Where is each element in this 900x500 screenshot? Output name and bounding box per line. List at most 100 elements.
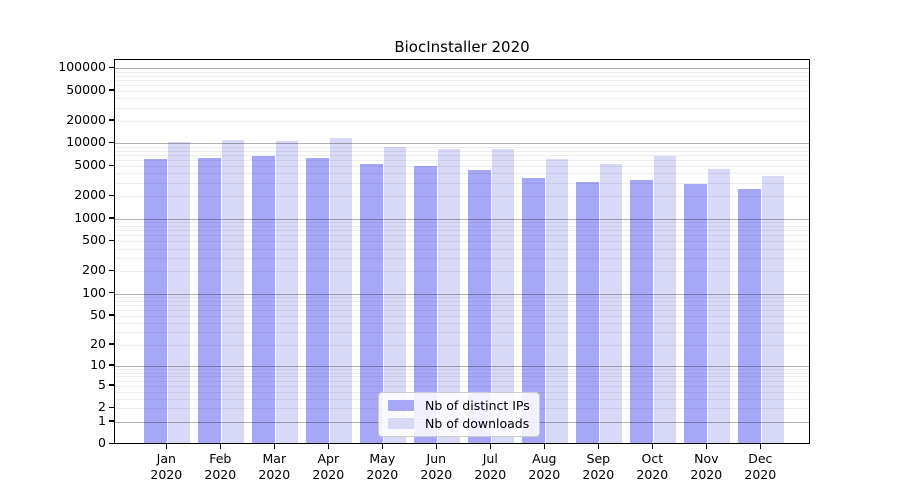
x-tick [435, 444, 438, 449]
bar-downloads-sep [599, 164, 623, 443]
ips-swatch [388, 400, 414, 411]
gridline-major [115, 218, 809, 220]
gridline-minor [115, 71, 809, 73]
bar-ips-oct [630, 179, 653, 443]
x-tick [705, 444, 708, 449]
gridline-minor [115, 173, 809, 175]
x-tick [543, 444, 546, 449]
bar-ips-dec [738, 188, 761, 443]
bar-ips-feb [198, 158, 221, 443]
gridline-minor [115, 296, 809, 298]
x-tick-label: Aug 2020 [528, 451, 561, 482]
gridline-minor [115, 120, 809, 122]
legend-row-ips: Nb of distinct IPs [388, 398, 530, 413]
gridline-minor [115, 230, 809, 232]
y-tick [109, 239, 114, 242]
gridline-minor [115, 182, 809, 184]
gridline-minor [115, 257, 809, 259]
bar-ips-jul [468, 169, 491, 443]
gridline-minor [115, 300, 809, 302]
y-tick-label: 5 [98, 376, 106, 392]
gridline-minor [115, 315, 809, 317]
y-tick-label: 1000 [74, 209, 106, 225]
bar-ips-mar [252, 156, 275, 443]
gridline-minor [115, 222, 809, 224]
x-tick [381, 444, 384, 449]
gridline-major [115, 293, 809, 295]
bar-ips-jun [414, 166, 437, 443]
y-tick [109, 384, 114, 386]
y-tick-label: 100000 [58, 59, 106, 75]
y-tick [109, 343, 114, 345]
legend-row-downloads: Nb of downloads [388, 416, 530, 431]
bar-downloads-jul [491, 148, 515, 443]
legend-label-ips: Nb of distinct IPs [425, 398, 530, 413]
gridline-minor [115, 79, 809, 81]
gridline-major [115, 68, 809, 70]
gridline-minor [115, 369, 809, 371]
x-tick [219, 444, 222, 449]
y-tick [109, 442, 114, 445]
gridline-minor [115, 344, 809, 346]
gridline-minor [115, 75, 809, 77]
gridline-minor [115, 310, 809, 312]
gridline-minor [115, 166, 809, 168]
y-tick [109, 364, 114, 366]
x-tick [651, 444, 654, 449]
y-tick [109, 406, 114, 409]
y-tick-label: 50 [90, 306, 106, 322]
y-tick [109, 119, 114, 121]
bar-downloads-dec [761, 175, 785, 443]
gridline-minor [115, 150, 809, 152]
gridline-minor [115, 107, 809, 109]
gridline-minor [115, 235, 809, 237]
gridline-minor [115, 160, 809, 162]
y-tick-label: 2 [98, 399, 106, 415]
gridline-minor [115, 84, 809, 86]
chart-title: BiocInstaller 2020 [394, 38, 530, 56]
bar-ips-jan [144, 159, 167, 443]
gridline-minor [115, 98, 809, 100]
x-tick-label: Jul 2020 [474, 451, 507, 482]
gridline-minor [115, 380, 809, 382]
bar-ips-apr [306, 157, 329, 443]
y-tick [109, 314, 114, 316]
x-tick-label: Jun 2020 [420, 451, 453, 482]
bar-downloads-may [383, 146, 407, 443]
legend-label-downloads: Nb of downloads [425, 416, 530, 431]
y-tick-label: 5000 [74, 157, 106, 173]
x-tick-label: May 2020 [366, 451, 399, 482]
bar-downloads-aug [545, 159, 569, 443]
x-tick-label: Oct 2020 [636, 451, 669, 482]
y-tick [109, 89, 114, 91]
bar-downloads-nov [707, 168, 731, 443]
bar-downloads-jan [167, 142, 191, 443]
gridline-minor [115, 271, 809, 273]
gridline-minor [115, 323, 809, 325]
y-tick [109, 292, 114, 294]
x-tick [597, 444, 600, 449]
gridline-minor [115, 155, 809, 157]
x-tick-label: Jan 2020 [150, 451, 183, 482]
y-tick-label: 20000 [66, 111, 106, 127]
gridline-major [115, 143, 809, 145]
gridline-minor [115, 372, 809, 374]
x-tick-label: Nov 2020 [690, 451, 723, 482]
bar-downloads-apr [329, 138, 353, 443]
gridline-minor [115, 248, 809, 250]
x-tick [327, 444, 330, 449]
y-tick-label: 200 [82, 262, 106, 278]
x-tick [165, 444, 168, 449]
y-tick-label: 100 [82, 284, 106, 300]
x-tick-label: Feb 2020 [204, 451, 237, 482]
y-tick-label: 1 [98, 412, 106, 428]
y-tick [109, 194, 114, 196]
gridline-minor [115, 305, 809, 307]
plot-inner [115, 60, 809, 443]
y-tick [109, 269, 114, 271]
bar-downloads-feb [221, 140, 245, 443]
x-tick-label: Dec 2020 [744, 451, 777, 482]
x-tick-label: Mar 2020 [258, 451, 291, 482]
y-tick-label: 10000 [66, 134, 106, 150]
